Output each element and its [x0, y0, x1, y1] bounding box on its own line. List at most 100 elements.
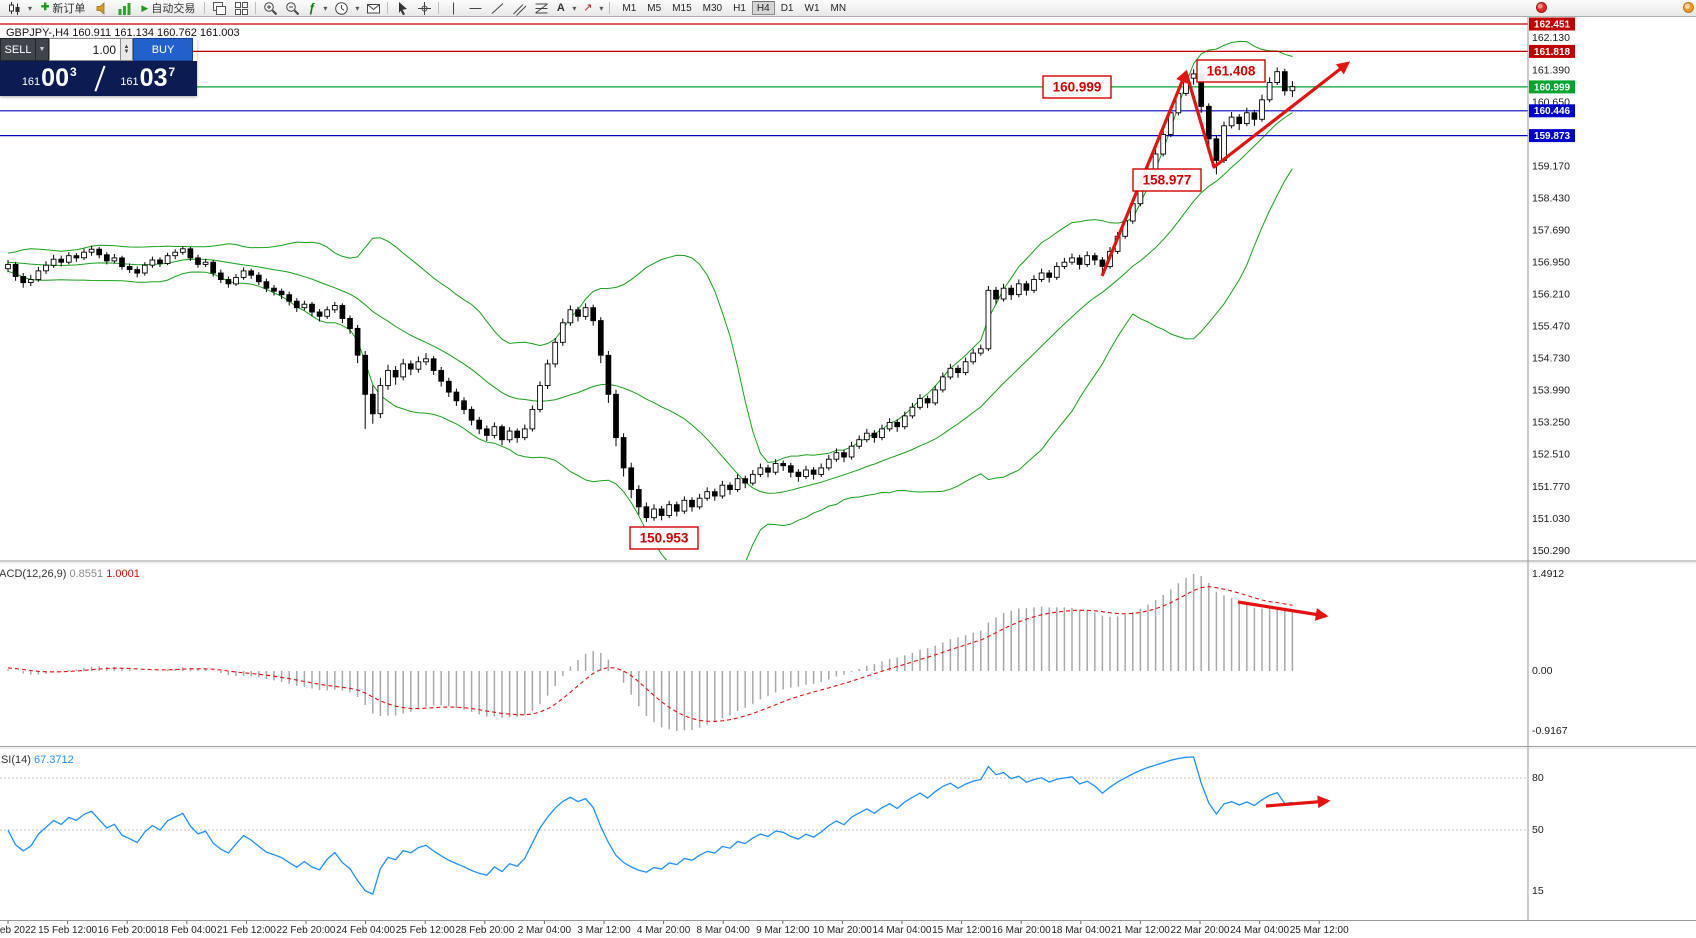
horizontal-line-button[interactable] [464, 1, 486, 16]
cursor-arrow-icon [394, 1, 410, 16]
period-button[interactable] [330, 1, 352, 16]
timeframe-m30-button[interactable]: M30 [702, 2, 723, 14]
new-chart-dropdown[interactable]: ▾ [28, 3, 33, 13]
svg-text:3 Mar 12:00: 3 Mar 12:00 [577, 925, 631, 936]
toolbar-separator [255, 2, 257, 14]
fibonacci-button[interactable] [530, 1, 552, 16]
green-bars-icon [116, 1, 132, 16]
svg-text:161.818: 161.818 [1534, 47, 1571, 58]
speaker-icon [94, 1, 110, 16]
timeframe-h1-button[interactable]: H1 [733, 2, 746, 14]
horizontal-line-icon [467, 1, 483, 16]
svg-text:159.873: 159.873 [1534, 131, 1571, 142]
chart-annotations[interactable]: 160.999 161.408 158.977 150.953 [629, 59, 1266, 550]
indicator-function-icon: ƒ [308, 1, 316, 15]
autotrading-button[interactable]: ▶ 自动交易 [135, 1, 201, 16]
svg-text:28 Feb 20:00: 28 Feb 20:00 [455, 925, 514, 936]
alert-icon[interactable] [1536, 2, 1547, 13]
new-order-button[interactable]: ✚ 新订单 [35, 1, 91, 16]
tile-windows-icon [233, 1, 249, 16]
svg-text:24 Feb 04:00: 24 Feb 04:00 [336, 925, 395, 936]
volume-stepper[interactable]: ▲ ▼ [121, 38, 133, 61]
svg-text:10 Mar 20:00: 10 Mar 20:00 [813, 925, 872, 936]
svg-text:153.250: 153.250 [1532, 417, 1570, 429]
ask-price-pip: 7 [168, 64, 176, 79]
svg-text:151.770: 151.770 [1532, 481, 1570, 493]
ask-price-small: 161 [120, 75, 139, 88]
autotrading-label: 自动交易 [151, 3, 196, 15]
svg-text:9 Mar 12:00: 9 Mar 12:00 [756, 925, 810, 936]
arrows-tool-dropdown[interactable]: ▾ [599, 3, 604, 13]
svg-text:162.130: 162.130 [1532, 32, 1570, 44]
notification-icon[interactable] [1683, 2, 1694, 13]
text-tool-dropdown[interactable]: ▾ [572, 3, 577, 13]
timeframe-m1-button[interactable]: M1 [622, 2, 637, 14]
rsi-header: RSI(14) 67.3712 [0, 754, 74, 766]
buy-button[interactable]: BUY [133, 38, 193, 61]
zoom-in-button[interactable] [259, 1, 281, 16]
svg-text:18 Mar 04:00: 18 Mar 04:00 [1051, 925, 1110, 936]
chart-ohlc-header: GBPJPY-,H4 160.911 161.134 160.762 161.0… [6, 27, 240, 39]
svg-text:15 Mar 12:00: 15 Mar 12:00 [932, 925, 991, 936]
channel-button[interactable] [508, 1, 530, 16]
price-axis[interactable]: 162.130161.390160.650159.170158.430157.6… [1532, 32, 1570, 897]
trendline-button[interactable] [486, 1, 508, 16]
svg-text:160.446: 160.446 [1534, 106, 1571, 117]
mail-button[interactable] [362, 1, 384, 16]
panel-separators[interactable] [0, 17, 1696, 921]
cursor-button[interactable] [391, 1, 413, 16]
bid-price-small: 161 [21, 75, 41, 88]
indicators-dropdown[interactable]: ▾ [323, 3, 328, 13]
timeframe-mn-button[interactable]: MN [830, 2, 847, 14]
cascade-windows-button[interactable] [208, 1, 230, 16]
price-annotation[interactable]: 158.977 [1132, 168, 1202, 192]
svg-text:0.00: 0.00 [1532, 665, 1553, 677]
zoom-out-button[interactable] [281, 1, 303, 16]
toolbar-separator [438, 2, 440, 14]
clock-icon [333, 1, 349, 16]
svg-text:161.408: 161.408 [1207, 64, 1256, 79]
svg-text:155.470: 155.470 [1532, 321, 1570, 333]
price-annotation[interactable]: 150.953 [629, 526, 699, 550]
bid-price: 161 00 3 [0, 61, 99, 96]
crosshair-button[interactable] [413, 1, 435, 16]
svg-text:161.390: 161.390 [1532, 64, 1570, 76]
vertical-line-button[interactable] [442, 1, 464, 16]
svg-text:153.990: 153.990 [1532, 385, 1570, 397]
sound-button[interactable] [91, 1, 113, 16]
period-dropdown[interactable]: ▾ [355, 3, 360, 13]
sell-button[interactable]: SELL [0, 38, 36, 61]
timeframe-m5-button[interactable]: M5 [647, 2, 662, 14]
timeframe-d1-button[interactable]: D1 [780, 2, 794, 14]
price-annotation[interactable]: 161.408 [1196, 59, 1266, 83]
new-chart-button[interactable] [3, 1, 25, 16]
svg-text:21 Feb 12:00: 21 Feb 12:00 [217, 925, 276, 936]
svg-text:21 Mar 12:00: 21 Mar 12:00 [1111, 925, 1170, 936]
svg-text:160.999: 160.999 [1053, 80, 1102, 95]
chart-canvas[interactable]: 160.999 161.408 158.977 150.953 162.130 161.3… [0, 17, 1696, 938]
vertical-line-icon [445, 1, 461, 16]
timeframe-h4-button[interactable]: H4 [751, 1, 775, 15]
timeframe-w1-button[interactable]: W1 [804, 2, 820, 14]
svg-text:152.510: 152.510 [1532, 449, 1570, 461]
bollinger-bands [7, 40, 1293, 560]
text-tool-button[interactable]: A [552, 1, 569, 16]
arrow-tool-icon: ↗ [583, 1, 593, 14]
svg-text:154.730: 154.730 [1532, 353, 1570, 365]
timeframe-m15-button[interactable]: M15 [672, 2, 692, 14]
svg-text:159.170: 159.170 [1532, 160, 1570, 172]
volume-input[interactable]: 1.00 [49, 38, 121, 61]
order-type-dropdown[interactable]: ▼ [36, 38, 49, 61]
svg-text:162.451: 162.451 [1534, 19, 1571, 30]
tile-windows-button[interactable] [230, 1, 252, 16]
svg-text:1.4912: 1.4912 [1532, 568, 1564, 580]
horizontal-price-lines[interactable] [0, 23, 1528, 137]
price-annotation[interactable]: 160.999 [1042, 75, 1112, 99]
indicators-button[interactable]: ƒ [303, 1, 320, 16]
equidistant-channel-icon [511, 1, 527, 16]
plus-icon: ✚ [41, 2, 50, 13]
market-watch-button[interactable] [113, 1, 135, 16]
svg-text:157.690: 157.690 [1532, 224, 1570, 236]
arrows-tool-button[interactable]: ↗ [579, 1, 596, 16]
